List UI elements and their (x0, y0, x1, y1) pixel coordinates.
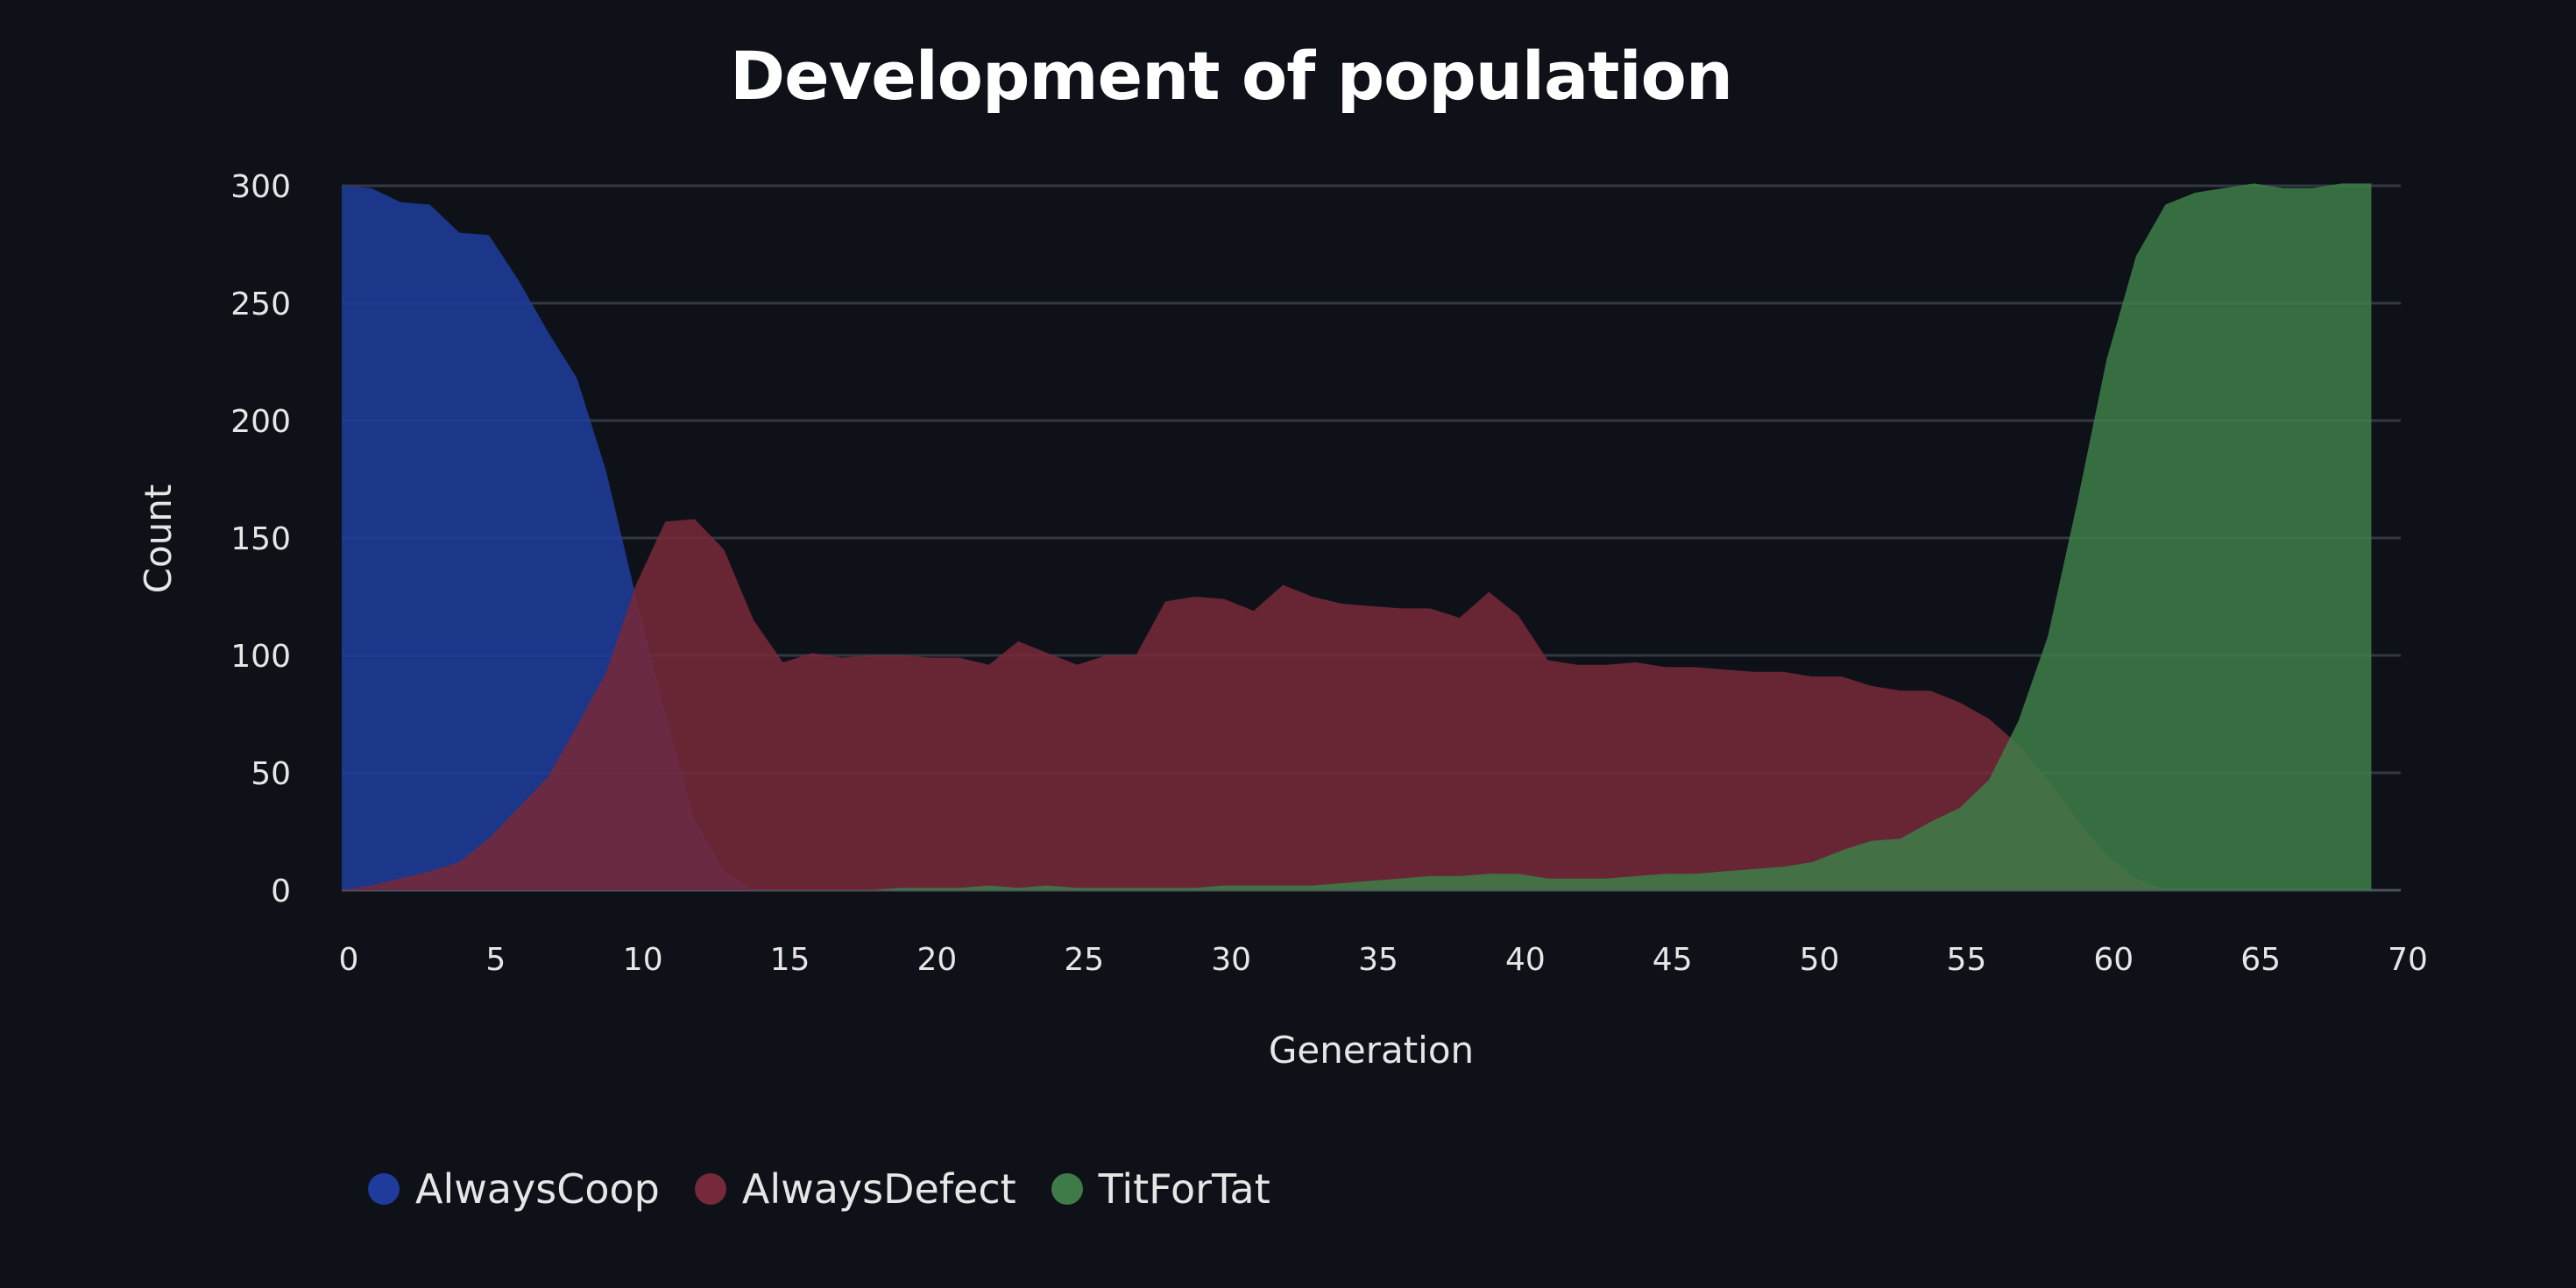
y-axis-title: Count (137, 485, 180, 594)
legend-item-titfortat[interactable]: TitForTat (1051, 1165, 1270, 1213)
x-tick-label: 40 (1505, 942, 1546, 978)
x-tick-label: 35 (1358, 942, 1398, 978)
x-tick-label: 0 (339, 942, 359, 978)
x-tick-label: 5 (485, 942, 506, 978)
x-tick-label: 15 (770, 942, 810, 978)
legend: AlwaysCoop AlwaysDefect TitForTat (368, 1165, 1270, 1213)
x-tick-label: 20 (917, 942, 958, 978)
y-tick-label: 100 (230, 639, 291, 675)
y-tick-label: 300 (230, 169, 291, 205)
x-tick-label: 45 (1652, 942, 1693, 978)
legend-item-alwayscoop[interactable]: AlwaysCoop (368, 1165, 660, 1213)
x-axis-title: Generation (1269, 1029, 1474, 1072)
x-tick-label: 25 (1064, 942, 1104, 978)
legend-swatch (368, 1173, 400, 1205)
y-tick-label: 0 (271, 874, 291, 909)
chart-title: Development of population (730, 37, 1733, 115)
x-tick-label: 50 (1800, 942, 1840, 978)
legend-label: AlwaysCoop (415, 1165, 660, 1213)
area-alwaysdefect (342, 519, 2372, 890)
legend-label: TitForTat (1098, 1165, 1270, 1213)
y-tick-label: 200 (230, 404, 291, 440)
legend-swatch (694, 1173, 726, 1205)
x-tick-label: 10 (623, 942, 663, 978)
series-areas (342, 183, 2372, 890)
x-tick-label: 55 (1947, 942, 1987, 978)
x-tick-label: 65 (2240, 942, 2281, 978)
area-titfortat (342, 183, 2372, 890)
x-tick-label: 70 (2388, 942, 2428, 978)
y-tick-label: 50 (251, 756, 291, 792)
legend-item-alwaysdefect[interactable]: AlwaysDefect (694, 1165, 1016, 1213)
y-tick-label: 150 (230, 521, 291, 557)
x-tick-label: 30 (1211, 942, 1251, 978)
y-tick-labels: 0 50 100 150 200 250 300 (230, 169, 291, 909)
y-tick-label: 250 (230, 287, 291, 322)
legend-swatch (1051, 1173, 1083, 1205)
x-tick-label: 60 (2093, 942, 2134, 978)
x-tick-labels: 0 5 10 15 20 25 30 35 40 45 50 55 60 65 70 (339, 942, 2428, 978)
legend-label: AlwaysDefect (741, 1165, 1016, 1213)
chart-plot: 0 50 100 150 200 250 300 0 5 10 15 20 25 30 35 40 45 50 5… (137, 169, 2428, 1072)
